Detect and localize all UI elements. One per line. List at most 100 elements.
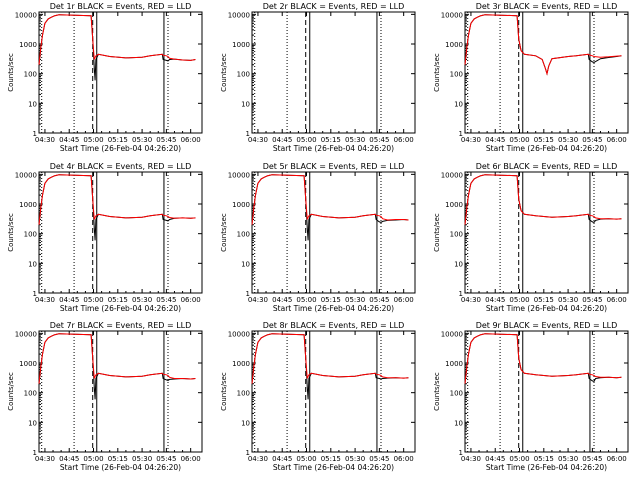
y-tick-label: 100 [450, 231, 463, 239]
x-tick-label: 05:45 [369, 136, 389, 144]
x-tick-label: 04:30 [461, 296, 481, 304]
plot-frame [251, 330, 416, 453]
y-tick-label: 10 [28, 100, 37, 108]
series-lld [464, 333, 622, 384]
x-tick-label: 05:00 [296, 296, 316, 304]
y-tick-label: 100 [237, 71, 250, 79]
y-axis-label: Counts/sec [220, 213, 228, 252]
panel-title: Det 1r BLACK = Events, RED = LLD [50, 2, 192, 11]
x-tick-label: 04:30 [248, 455, 268, 463]
y-tick-label: 10 [28, 260, 37, 268]
series-lld [251, 174, 409, 225]
y-tick-label: 1 [459, 449, 463, 457]
x-tick-label: 05:30 [345, 136, 365, 144]
y-tick-label: 1 [33, 449, 37, 457]
series-events [38, 333, 196, 400]
y-tick-label: 100 [24, 71, 37, 79]
plot-frame [38, 11, 203, 134]
x-tick-label: 05:15 [108, 296, 128, 304]
x-tick-label: 05:00 [83, 455, 103, 463]
x-tick-label: 04:45 [272, 296, 292, 304]
x-tick-label: 05:00 [83, 296, 103, 304]
x-tick-label: 05:30 [558, 136, 578, 144]
y-tick-label: 100 [450, 71, 463, 79]
detector-panel-3: Det 3r BLACK = Events, RED = LLD 1 10 100 10… [433, 2, 629, 153]
x-tick-label: 05:45 [582, 136, 602, 144]
x-tick-label: 05:15 [321, 296, 341, 304]
detector-panel-6: Det 6r BLACK = Events, RED = LLD 1 10 100 10… [433, 162, 629, 313]
x-tick-label: 06:00 [607, 455, 627, 463]
detector-panel-4: Det 4r BLACK = Events, RED = LLD 1 10 100 10… [7, 162, 203, 313]
x-tick-label: 05:30 [558, 455, 578, 463]
x-tick-label: 05:15 [534, 296, 554, 304]
x-tick-label: 05:30 [132, 136, 152, 144]
x-tick-label: 06:00 [607, 296, 627, 304]
x-tick-label: 05:30 [132, 296, 152, 304]
x-tick-label: 06:00 [394, 296, 414, 304]
x-tick-label: 05:15 [534, 455, 554, 463]
y-tick-label: 1000 [232, 360, 250, 368]
y-tick-label: 1 [459, 130, 463, 138]
y-tick-label: 10000 [15, 171, 37, 179]
x-tick-label: 04:30 [248, 296, 268, 304]
y-axis-label: Counts/sec [7, 53, 15, 92]
x-tick-label: 05:15 [108, 136, 128, 144]
y-tick-label: 10 [454, 419, 463, 427]
y-tick-label: 1 [246, 290, 250, 298]
x-axis-label: Start Time (26-Feb-04 04:26:20) [60, 144, 181, 153]
y-tick-label: 10000 [441, 11, 463, 19]
y-tick-label: 100 [450, 390, 463, 398]
panel-title: Det 3r BLACK = Events, RED = LLD [476, 2, 618, 11]
x-tick-label: 05:15 [534, 136, 554, 144]
series-events [464, 174, 622, 225]
x-tick-label: 05:45 [582, 296, 602, 304]
x-axis-label: Start Time (26-Feb-04 04:26:20) [273, 144, 394, 153]
y-tick-label: 1000 [19, 41, 37, 49]
x-tick-label: 04:30 [461, 136, 481, 144]
x-tick-label: 06:00 [394, 455, 414, 463]
x-tick-label: 05:00 [509, 296, 529, 304]
x-tick-label: 04:45 [272, 136, 292, 144]
y-tick-label: 1 [246, 449, 250, 457]
x-tick-label: 05:30 [345, 455, 365, 463]
x-tick-label: 04:30 [35, 136, 55, 144]
x-axis-label: Start Time (26-Feb-04 04:26:20) [60, 463, 181, 472]
y-tick-label: 10 [241, 419, 250, 427]
y-tick-label: 1 [33, 130, 37, 138]
series-events [251, 333, 409, 400]
x-tick-label: 05:00 [296, 136, 316, 144]
panel-title: Det 7r BLACK = Events, RED = LLD [50, 321, 192, 330]
x-axis-label: Start Time (26-Feb-04 04:26:20) [486, 144, 607, 153]
plot-frame [38, 330, 203, 453]
x-tick-label: 05:00 [83, 136, 103, 144]
detector-panel-8: Det 8r BLACK = Events, RED = LLD 1 10 100 10… [220, 321, 416, 472]
series-events [464, 14, 622, 76]
y-tick-label: 1 [459, 290, 463, 298]
x-tick-label: 04:45 [272, 455, 292, 463]
x-axis-label: Start Time (26-Feb-04 04:26:20) [60, 304, 181, 313]
y-tick-label: 10 [454, 100, 463, 108]
x-tick-label: 05:00 [509, 136, 529, 144]
y-tick-label: 1000 [445, 41, 463, 49]
y-tick-label: 100 [24, 390, 37, 398]
x-tick-label: 05:00 [296, 455, 316, 463]
x-tick-label: 05:15 [321, 455, 341, 463]
y-tick-label: 1000 [19, 201, 37, 209]
x-tick-label: 04:45 [485, 296, 505, 304]
x-tick-label: 04:45 [59, 136, 79, 144]
x-axis-label: Start Time (26-Feb-04 04:26:20) [273, 304, 394, 313]
panel-title: Det 9r BLACK = Events, RED = LLD [476, 321, 618, 330]
y-tick-label: 1000 [445, 360, 463, 368]
y-tick-label: 1000 [232, 41, 250, 49]
y-tick-label: 10000 [228, 11, 250, 19]
x-tick-label: 04:30 [461, 455, 481, 463]
y-axis-label: Counts/sec [433, 372, 441, 411]
x-axis-label: Start Time (26-Feb-04 04:26:20) [486, 463, 607, 472]
y-tick-label: 10 [241, 100, 250, 108]
y-tick-label: 1000 [232, 201, 250, 209]
x-tick-label: 04:45 [59, 455, 79, 463]
y-tick-label: 10000 [228, 171, 250, 179]
x-tick-label: 06:00 [181, 455, 201, 463]
y-tick-label: 10000 [15, 330, 37, 338]
